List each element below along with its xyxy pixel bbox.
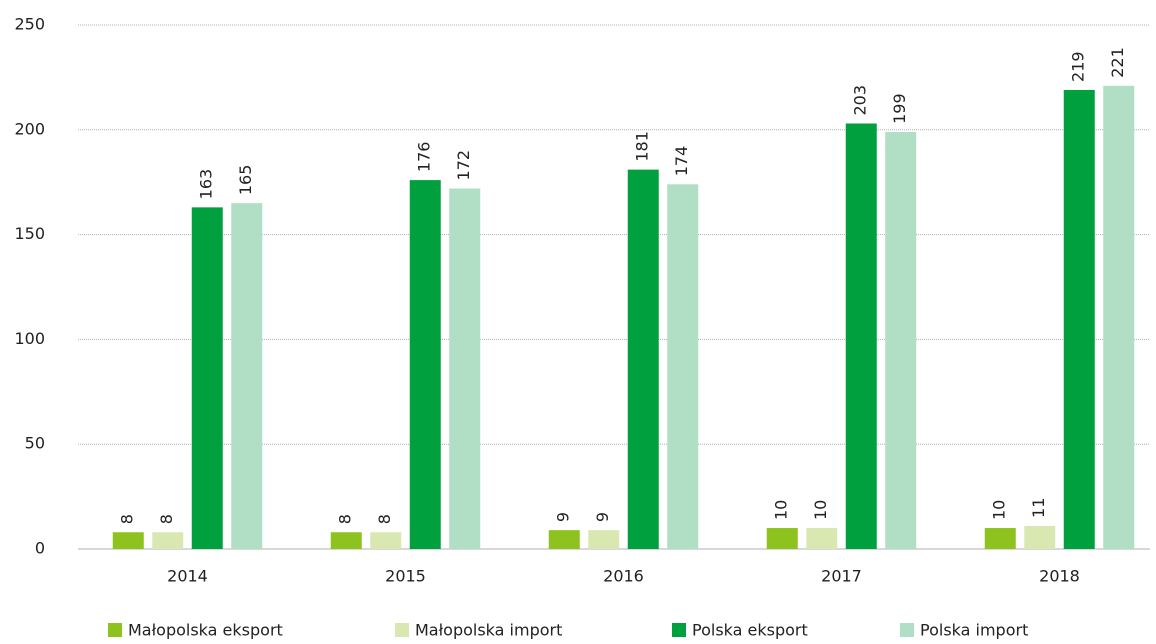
bar bbox=[449, 188, 481, 549]
legend-swatch bbox=[108, 623, 122, 637]
x-tick-label: 2016 bbox=[603, 567, 644, 586]
value-label: 8 bbox=[336, 514, 355, 524]
x-tick-label: 2018 bbox=[1039, 567, 1080, 586]
y-tick-label: 50 bbox=[25, 434, 45, 453]
y-tick-label: 150 bbox=[14, 224, 45, 243]
value-label: 11 bbox=[1029, 498, 1048, 518]
bar bbox=[806, 528, 838, 549]
y-tick-label: 200 bbox=[14, 119, 45, 138]
bar bbox=[152, 532, 184, 549]
bar bbox=[330, 532, 362, 549]
y-tick-label: 0 bbox=[35, 539, 45, 558]
value-label: 181 bbox=[633, 131, 652, 162]
bar bbox=[409, 180, 441, 549]
value-label: 174 bbox=[672, 146, 691, 177]
value-label: 10 bbox=[772, 500, 791, 520]
bar bbox=[231, 203, 263, 549]
x-tick-label: 2014 bbox=[167, 567, 208, 586]
legend-swatch bbox=[395, 623, 409, 637]
value-label: 8 bbox=[157, 514, 176, 524]
value-label: 10 bbox=[990, 500, 1009, 520]
value-label: 9 bbox=[593, 512, 612, 522]
bar bbox=[548, 530, 580, 549]
value-label: 8 bbox=[118, 514, 137, 524]
bar bbox=[984, 528, 1016, 549]
legend-swatch bbox=[900, 623, 914, 637]
legend-label: Małopolska eksport bbox=[128, 621, 283, 640]
y-tick-label: 100 bbox=[14, 329, 45, 348]
value-label: 172 bbox=[454, 150, 473, 181]
value-label: 8 bbox=[375, 514, 394, 524]
bar bbox=[191, 207, 223, 550]
value-label: 163 bbox=[197, 169, 216, 200]
bar bbox=[1063, 89, 1095, 549]
bar bbox=[370, 532, 402, 549]
legend-label: Polska eksport bbox=[692, 621, 808, 640]
bar bbox=[885, 131, 917, 549]
value-label: 165 bbox=[236, 165, 255, 196]
y-tick-label: 250 bbox=[14, 15, 45, 34]
legend-swatch bbox=[672, 623, 686, 637]
legend-label: Małopolska import bbox=[415, 621, 562, 640]
bar bbox=[667, 184, 699, 549]
bar bbox=[112, 532, 144, 549]
value-label: 203 bbox=[851, 85, 870, 116]
bar bbox=[627, 169, 659, 549]
bar bbox=[588, 530, 620, 549]
bar bbox=[1024, 525, 1056, 549]
bar bbox=[1103, 85, 1135, 549]
value-label: 10 bbox=[811, 500, 830, 520]
bar bbox=[845, 123, 877, 550]
value-label: 176 bbox=[415, 142, 434, 173]
x-tick-label: 2015 bbox=[385, 567, 426, 586]
bar bbox=[766, 528, 798, 549]
value-label: 221 bbox=[1108, 47, 1127, 78]
value-label: 219 bbox=[1069, 51, 1088, 82]
value-label: 199 bbox=[890, 93, 909, 124]
x-tick-label: 2017 bbox=[821, 567, 862, 586]
legend-label: Polska import bbox=[920, 621, 1028, 640]
value-label: 9 bbox=[554, 512, 573, 522]
